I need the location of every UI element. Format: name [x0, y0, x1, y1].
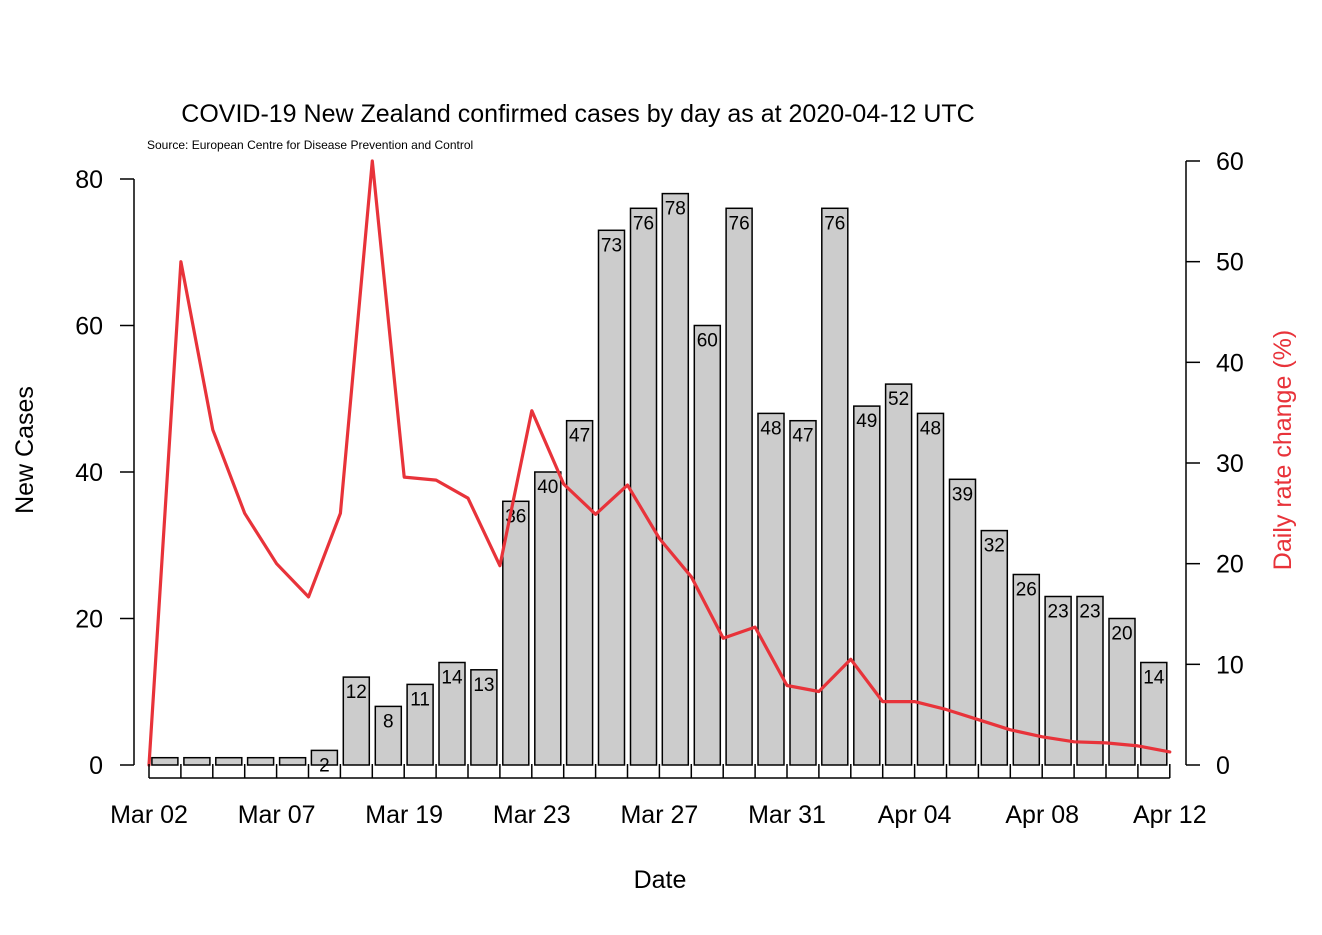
y-axis-title: New Cases: [11, 386, 39, 514]
chart-title: COVID-19 New Zealand confirmed cases by …: [181, 100, 974, 128]
y-axis-left: 0 20 40 60 80: [75, 166, 135, 780]
bar-value-label: 26: [1016, 580, 1037, 601]
bar: [342, 676, 371, 766]
bar: [948, 478, 977, 766]
bar-value-label: 32: [984, 536, 1005, 557]
chart-subtitle: Source: European Centre for Disease Prev…: [147, 138, 473, 152]
y-tick-label: 20: [75, 606, 103, 634]
bar: [884, 383, 913, 766]
x-axis-title: Date: [634, 866, 687, 894]
x-axis: Mar 02 Mar 07 Mar 19 Mar 23 Mar 27 Mar 31 Apr …: [110, 764, 1207, 829]
bar: [757, 412, 785, 766]
y-tick-label: 0: [89, 752, 103, 780]
x-tick-label: Apr 04: [878, 801, 952, 829]
bar: [502, 500, 530, 766]
bar-value-label: 39: [952, 484, 973, 505]
y2-tick-label: 0: [1216, 752, 1230, 780]
y2-axis-title: Daily rate change (%): [1269, 330, 1297, 570]
y2-tick-label: 10: [1216, 651, 1244, 679]
x-tick-label: Apr 12: [1133, 801, 1207, 829]
y2-tick-label: 60: [1216, 148, 1244, 176]
y2-tick-label: 40: [1216, 349, 1244, 377]
bar-value-label: 48: [760, 418, 781, 439]
bar: [789, 419, 817, 766]
bar-value-label: 48: [920, 418, 941, 439]
x-tick-label: Apr 08: [1005, 801, 1079, 829]
bar: [183, 756, 211, 766]
bar: [438, 661, 466, 766]
bar-group: [151, 192, 1168, 766]
bar: [246, 756, 275, 766]
bar-value-label: 20: [1111, 624, 1132, 645]
y2-tick-label: 30: [1216, 450, 1244, 478]
y-tick-label: 80: [75, 166, 103, 194]
bar-value-label: 23: [1048, 602, 1069, 623]
bar-value-label: 78: [665, 199, 686, 220]
bar: [980, 529, 1009, 766]
bar-value-label: 14: [441, 668, 463, 689]
bar: [1108, 617, 1136, 766]
y-tick-label: 40: [75, 459, 103, 487]
bar: [215, 756, 243, 766]
x-tick-label: Mar 07: [238, 801, 316, 829]
bar-value-label: 14: [1143, 668, 1165, 689]
bar: [629, 207, 658, 766]
y2-tick-label: 50: [1216, 249, 1244, 277]
bar-value-label: 12: [346, 682, 367, 703]
bar: [916, 412, 945, 766]
bar: [534, 471, 562, 766]
bar: [374, 705, 403, 766]
bar: [1076, 595, 1104, 766]
y-tick-label: 60: [75, 313, 103, 341]
x-tick-label: Mar 19: [365, 801, 443, 829]
y-axis-right: 0 10 20 30 40 50 60: [1185, 148, 1244, 780]
bar-value-label: 76: [824, 213, 845, 234]
bar-value-label: 52: [888, 389, 909, 410]
bar-value-label: 13: [473, 675, 494, 696]
x-tick-label: Mar 31: [748, 801, 826, 829]
x-tick-label: Mar 27: [620, 801, 698, 829]
bar: [853, 405, 881, 766]
bar-value-label: 73: [601, 235, 622, 256]
bar: [565, 419, 594, 766]
bar: [406, 683, 434, 766]
bar-value-label: 60: [697, 331, 718, 352]
bar-value-label: 23: [1079, 602, 1100, 623]
bar: [821, 207, 849, 766]
bar-value-label: 8: [383, 711, 394, 732]
bar-value-label: 11: [410, 689, 430, 710]
bar-value-label: 49: [856, 411, 877, 432]
daily-rate-change-line: [147, 159, 1172, 767]
bar-value-label: 76: [729, 213, 750, 234]
bar-value-label: 40: [537, 477, 558, 498]
bar: [693, 324, 722, 766]
bar: [151, 756, 179, 766]
bar: [470, 669, 498, 766]
bar: [310, 749, 339, 766]
bar: [661, 192, 690, 766]
bar: [725, 207, 753, 766]
bar: [1044, 595, 1072, 766]
bar: [278, 756, 307, 766]
x-tick-label: Mar 23: [493, 801, 571, 829]
bar-value-label: 47: [569, 426, 590, 447]
bar-value-label: 2: [319, 755, 330, 776]
x-tick-label: Mar 02: [110, 801, 188, 829]
bar-value-label: 76: [633, 213, 654, 234]
y2-tick-label: 20: [1216, 551, 1244, 579]
bar-value-label: 47: [792, 426, 813, 447]
